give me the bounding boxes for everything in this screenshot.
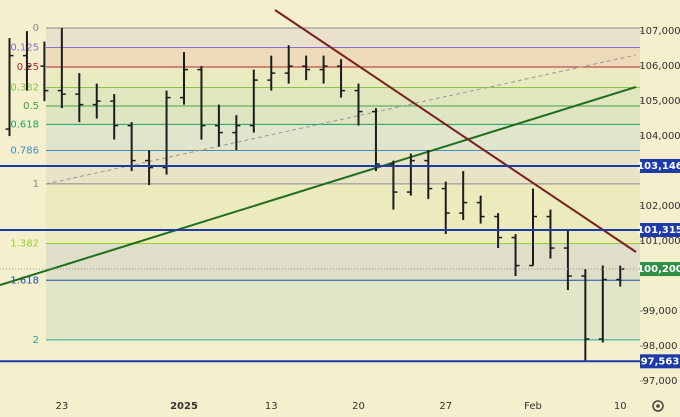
fib-label: 0.125 [10,42,39,53]
fib-band [46,280,640,340]
fib-bands [46,27,640,340]
fib-label: 0.5 [23,101,39,112]
fib-label: 1.382 [10,238,39,249]
y-tick-label: 97,000 [643,376,678,387]
gear-center [656,404,660,408]
y-tick-label: 105,000 [639,96,680,107]
fib-band [46,243,640,281]
x-tick-label: 10 [614,401,627,412]
fib-band [46,105,640,125]
brown-trend-line [274,9,637,253]
x-tick-label: 2025 [170,401,198,412]
price-label-box [640,223,680,238]
price-label: 97,563 [641,356,680,367]
fib-label: 2 [33,335,39,346]
fib-band [46,66,640,88]
y-tick-label: 104,000 [639,131,680,142]
fib-label: 1.618 [10,275,39,286]
axes: 23 2025 13 20 27 Feb 10 97,000 98,000 99,000 101,0… [55,26,680,412]
green-trend-line [0,86,637,286]
dashed-trend-line [45,54,637,185]
price-label: 101,315 [637,225,680,236]
price-label: 103,146 [637,161,680,172]
fib-label: 0.618 [10,119,39,130]
x-tick-label: 13 [265,401,278,412]
y-tick-label: 106,000 [639,61,680,72]
fib-label: 1 [33,179,39,190]
price-bars [5,27,625,362]
fib-band [46,124,640,151]
y-tick-label: 107,000 [639,26,680,37]
price-label-box [640,158,680,173]
x-tick-label: 27 [439,401,452,412]
fib-band [46,47,640,67]
gear[interactable] [652,400,664,412]
x-tick-label: Feb [524,401,542,412]
settings-icon[interactable] [652,400,664,412]
fib-band [46,183,640,244]
y-tick-label: 102,000 [639,201,680,212]
fib-label: 0.786 [10,146,39,157]
price-label-box [640,262,680,277]
y-tick-label: 99,000 [643,306,678,317]
price-label-box [640,354,680,369]
x-tick-label: 20 [352,401,365,412]
x-tick-label: 23 [55,401,68,412]
y-tick-label: 98,000 [643,341,678,352]
fib-label: 0 [33,23,39,34]
fib-band [46,27,640,48]
price-label: 100,200 [637,264,680,275]
y-tick-label: 101,000 [639,236,680,247]
fib-label: 0.382 [10,83,39,94]
price-lines: 103,146 101,315 100,200 97,563 [0,158,680,369]
fib-band [46,87,640,106]
